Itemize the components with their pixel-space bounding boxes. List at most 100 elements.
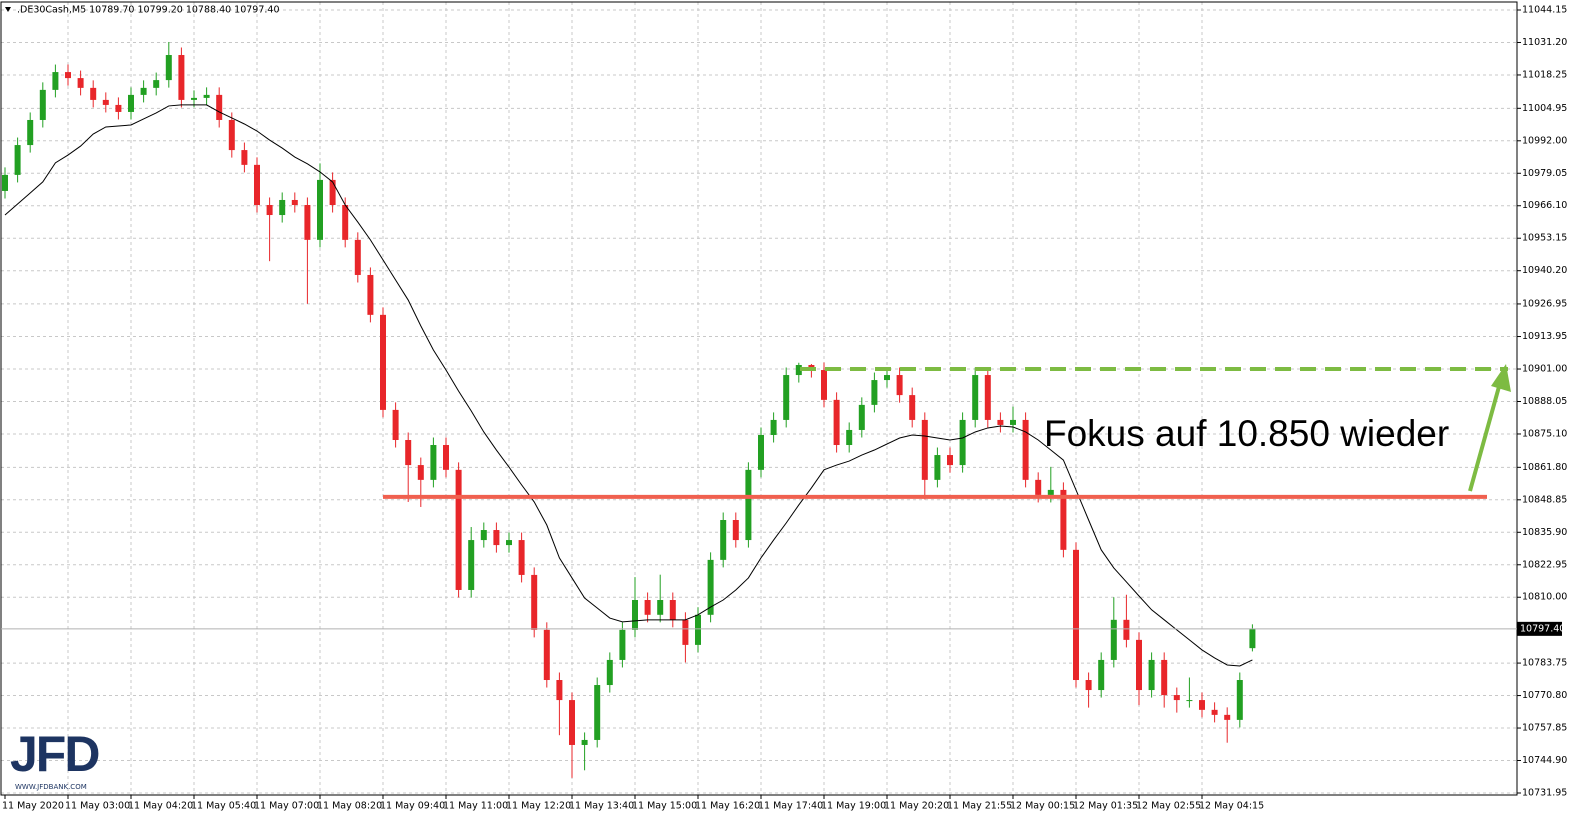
candle-body [455, 469, 462, 590]
x-tick-label: 11 May 11:00 [443, 801, 508, 812]
candle-body [1123, 619, 1130, 640]
x-tick-label: 11 May 13:40 [569, 801, 634, 812]
candle-body [909, 395, 916, 420]
candle-body [833, 399, 840, 446]
candle-body [380, 314, 386, 410]
candle-body [27, 119, 34, 146]
y-tick-label: 10888.05 [1522, 396, 1567, 407]
x-tick-label: 12 May 00:15 [1010, 801, 1075, 812]
candle-body [90, 87, 97, 100]
candle-body [959, 419, 966, 466]
x-tick-label: 12 May 01:35 [1073, 801, 1138, 812]
candle-body [216, 94, 223, 120]
candle-body [279, 199, 286, 216]
y-tick-label: 10744.90 [1522, 755, 1567, 766]
y-tick-label: 10810.00 [1522, 592, 1567, 603]
x-tick-label: 11 May 07:00 [254, 801, 319, 812]
candle-body [1098, 659, 1105, 691]
candle-body [972, 375, 979, 420]
x-tick-label: 11 May 2020 [2, 801, 64, 812]
candle-body [884, 375, 890, 381]
candle-body [682, 619, 689, 645]
candle-body [657, 600, 664, 615]
x-tick-label: 11 May 03:00 [65, 801, 130, 812]
candle-body [191, 97, 197, 100]
candle-body [556, 680, 563, 701]
y-tick-label: 10770.80 [1522, 690, 1567, 701]
candle-body [430, 445, 437, 480]
candle-body [795, 365, 802, 376]
candle-body [140, 87, 147, 95]
candle-body [632, 600, 638, 630]
candle-body [178, 55, 185, 100]
candle-body [254, 164, 260, 205]
candle-body [354, 239, 361, 275]
candle-body [783, 375, 790, 420]
candle-body [871, 380, 878, 405]
candle-body [1047, 489, 1054, 495]
candle-body [707, 559, 714, 615]
candle-body [1085, 680, 1092, 691]
candle-body [1148, 659, 1155, 691]
y-tick-label: 11031.20 [1522, 37, 1567, 48]
symbol-menu-icon[interactable] [5, 7, 11, 12]
candle-body [1022, 419, 1029, 480]
candle-body [392, 409, 399, 440]
x-tick-label: 12 May 04:15 [1199, 801, 1264, 812]
y-tick-label: 10913.95 [1522, 331, 1567, 342]
candle-body [644, 600, 651, 615]
candle-body [896, 375, 903, 396]
candle-body [858, 404, 865, 430]
y-tick-label: 10940.20 [1522, 265, 1567, 276]
last-price-box [1517, 621, 1562, 636]
candle-body [480, 530, 487, 541]
candle-body [669, 600, 676, 620]
y-tick-label: 10953.15 [1522, 233, 1567, 244]
candle-body [329, 179, 336, 205]
y-tick-label: 10731.95 [1522, 787, 1567, 798]
candle-body [165, 55, 172, 81]
logo-url: WWW.JFDBANK.COM [15, 783, 87, 791]
candle-body [1161, 659, 1168, 696]
x-tick-label: 11 May 04:20 [128, 801, 193, 812]
candle-body [1010, 419, 1016, 425]
x-tick-label: 11 May 16:20 [695, 801, 760, 812]
candle-body [65, 72, 71, 79]
candle-body [304, 204, 311, 240]
candle-body [367, 274, 374, 315]
chart-header: .DE30Cash,M5 10789.70 10799.20 10788.40 … [17, 5, 280, 16]
candle-body [14, 145, 21, 175]
candle-body [1211, 709, 1218, 715]
candle-body [291, 199, 298, 205]
candle-body [581, 739, 588, 745]
candle-body [720, 519, 727, 560]
candle-body [1224, 714, 1231, 720]
x-tick-label: 11 May 21:55 [947, 801, 1012, 812]
candle-body [745, 469, 752, 541]
grid [1, 2, 1517, 795]
candle-body [770, 419, 777, 435]
annotation: Fokus auf 10.850 wieder [1044, 413, 1449, 454]
x-tick-label: 11 May 12:20 [506, 801, 571, 812]
x-tick-label: 11 May 05:40 [191, 801, 256, 812]
candle-body [846, 429, 853, 446]
candle-body [606, 659, 613, 686]
candle-body [1136, 639, 1142, 691]
candle-body [1249, 628, 1256, 649]
candle-body [2, 174, 8, 191]
last-price-label: 10797.40 [1520, 623, 1565, 634]
candle-body [732, 519, 739, 541]
candle-body [921, 419, 928, 480]
candle-body [115, 104, 122, 112]
candle-body [443, 445, 449, 470]
candle-body [569, 700, 575, 745]
candle-body [52, 72, 59, 90]
y-tick-label: 10848.85 [1522, 494, 1567, 505]
x-tick-label: 11 May 17:40 [758, 801, 823, 812]
candle-body [342, 204, 349, 240]
y-tick-label: 11018.25 [1522, 69, 1567, 80]
candle-body [758, 434, 764, 470]
y-tick-label: 10926.95 [1522, 298, 1567, 309]
x-tick-label: 11 May 20:20 [884, 801, 949, 812]
